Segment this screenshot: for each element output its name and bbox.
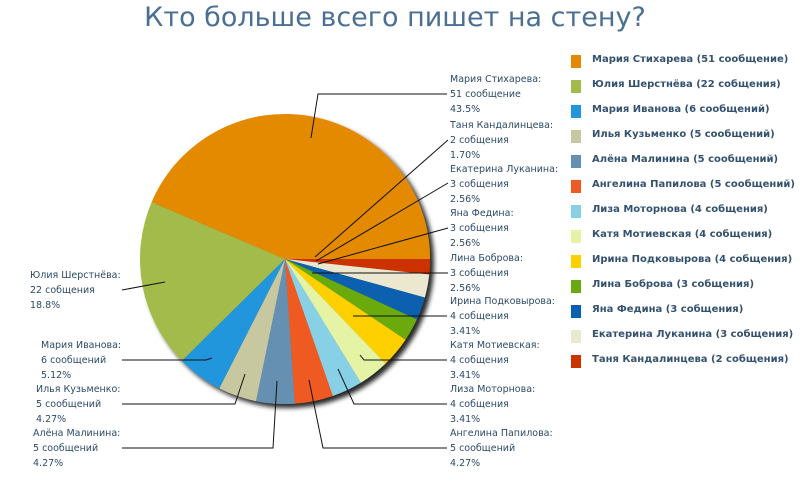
legend-label: Мария Иванова (6 сообщений) — [592, 104, 770, 115]
legend-label: Лина Боброва (3 собщения) — [592, 279, 755, 290]
label-katya: Катя Мотиевская: 4 собщения 3.41% — [450, 340, 540, 381]
legend-label: Яна Федина (3 собщения) — [592, 304, 744, 315]
legend-label: Юлия Шерстнёва (22 собщения) — [592, 79, 781, 90]
pie-slice — [181, 259, 285, 389]
legend-swatch — [571, 130, 581, 143]
legend-swatch — [571, 330, 581, 343]
legend-label: Илья Кузьменко (5 сообщений) — [592, 129, 775, 140]
leader-line-maria-stikhareva — [310, 93, 447, 139]
leader-line-ilya — [122, 373, 246, 405]
legend-swatch — [571, 205, 581, 218]
pie-slice — [139, 202, 285, 361]
leader-line-tanya — [314, 139, 449, 258]
pie-slice — [256, 259, 295, 404]
pie-slice — [285, 259, 406, 364]
pie-slice — [219, 259, 285, 402]
leader-line-liza — [337, 368, 447, 405]
leader-line-maria-ivanova — [122, 357, 213, 361]
label-yulia: Юлия Шерстнёва: 22 собщения 18.8% — [30, 270, 121, 311]
legend-label: Катя Мотиевская (4 собщения) — [592, 229, 773, 240]
leader-line-yulia — [121, 281, 166, 291]
legend-swatch — [571, 80, 581, 93]
legend-swatch — [571, 355, 581, 368]
legend-label: Ангелина Папилова (5 сообщений) — [592, 179, 795, 190]
label-tanya: Таня Кандалинцева: 2 собщения 1.70% — [450, 120, 554, 161]
leader-line-katya — [359, 354, 447, 361]
label-alena: Алёна Малинина: 5 сообщений 4.27% — [33, 428, 121, 469]
legend-swatch — [571, 180, 581, 193]
label-yana: Яна Федина: 3 собщения 2.56% — [450, 208, 514, 249]
label-angelina: Ангелина Папилова: 5 сообщений 4.27% — [450, 428, 553, 469]
legend-label: Ирина Подковырова (4 собщения) — [592, 254, 793, 265]
label-irina: Ирина Подковырова: 4 собщения 3.41% — [450, 296, 556, 337]
pie-slice — [151, 113, 430, 259]
legend-swatch — [571, 155, 581, 168]
legend-label: Алёна Малинина (5 сообщений) — [592, 154, 779, 165]
chart-title: Кто больше всего пишет на стену? — [144, 2, 646, 33]
label-liza: Лиза Моторнова: 4 собщения 3.41% — [450, 384, 536, 425]
pie-slice — [285, 259, 430, 298]
leader-line-ekaterina — [315, 182, 449, 262]
pie-slice — [285, 259, 386, 383]
legend-swatch — [571, 305, 581, 318]
leader-line-yana — [317, 227, 449, 265]
pie-slices — [139, 113, 430, 404]
legend-label: Таня Кандалинцева (2 собщения) — [592, 354, 789, 365]
legend-swatch — [571, 230, 581, 243]
pie-slice — [285, 259, 361, 396]
legend-swatch — [571, 105, 581, 118]
label-lina: Лина Боброва: 3 собщения 2.56% — [450, 253, 524, 294]
label-maria-stikhareva: Мария Стихарева: 51 сообщение 43.5% — [450, 74, 542, 115]
leader-lines — [121, 93, 449, 449]
legend-swatch — [571, 280, 581, 293]
label-maria-ivanova: Мария Иванова: 6 сообщений 5.12% — [41, 340, 122, 381]
pie-slice — [285, 259, 417, 340]
legend-label: Екатерина Луканина (3 собщения) — [592, 329, 794, 340]
legend-swatch — [571, 55, 581, 68]
pie-slice — [285, 259, 425, 320]
pie-slice — [285, 259, 333, 404]
label-ekaterina: Екатерина Луканина: 3 собщения 2.56% — [450, 164, 559, 205]
legend-swatch — [571, 255, 581, 268]
legend-label: Лиза Моторнова (4 собщения) — [592, 204, 768, 215]
legend-label: Мария Стихарева (51 сообщение) — [592, 54, 789, 65]
leader-line-angelina — [308, 379, 447, 449]
leader-line-alena — [122, 380, 278, 449]
label-ilya: Илья Кузьменко: 5 сообщений 4.27% — [36, 384, 121, 425]
